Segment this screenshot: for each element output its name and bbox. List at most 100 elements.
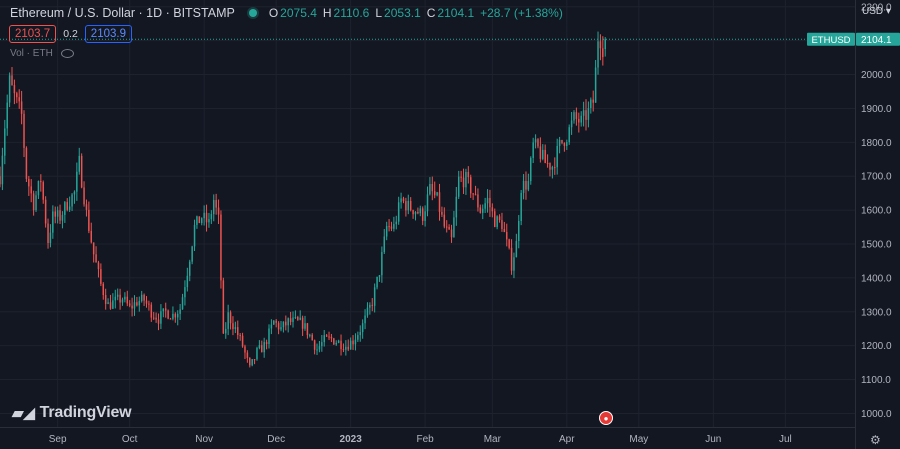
candle-body <box>35 195 37 211</box>
candle-body <box>25 147 28 179</box>
buy-button[interactable]: 2103.9 <box>84 25 132 43</box>
symbol-title[interactable]: Ethereum / U.S. Dollar · 1D · BITSTAMP <box>10 6 235 20</box>
candle-body <box>397 202 400 222</box>
gear-icon[interactable]: ⚙ <box>870 433 881 447</box>
candle-body <box>251 359 253 366</box>
candle-body <box>321 342 323 347</box>
y-tick-label: 2000.0 <box>861 70 892 81</box>
candle-body <box>227 312 229 329</box>
candle-body <box>64 202 66 215</box>
y-tick-label: 1700.0 <box>861 172 892 183</box>
candle-body <box>40 181 42 183</box>
candle-body <box>575 112 578 119</box>
candle-body <box>301 317 304 329</box>
eye-hidden-icon[interactable] <box>60 49 74 58</box>
candle-body <box>335 342 337 345</box>
candle-body <box>150 304 153 318</box>
candle-body <box>484 203 486 209</box>
candle-body <box>239 335 241 337</box>
candle-body <box>59 210 61 221</box>
x-tick-label: Jul <box>779 434 792 445</box>
candle-body <box>232 323 234 329</box>
candle-body <box>73 191 76 195</box>
candle-body <box>71 194 73 207</box>
y-tick-label: 1000.0 <box>861 409 892 420</box>
candle-body <box>265 342 268 345</box>
candle-body <box>109 302 112 309</box>
candle-body <box>124 296 126 300</box>
candle-body <box>169 318 172 320</box>
candle-body <box>445 226 448 228</box>
candle-body <box>213 200 215 215</box>
candle-body <box>573 112 575 121</box>
candle-body <box>407 200 410 211</box>
candle-body <box>515 241 518 258</box>
candle-body <box>597 41 599 68</box>
candle-body <box>438 192 441 212</box>
candle-body <box>313 340 316 350</box>
candle-body <box>112 300 114 309</box>
candle-body <box>371 304 374 306</box>
x-tick-label: Feb <box>416 434 434 445</box>
candle-body <box>462 177 465 188</box>
candle-body <box>217 207 220 215</box>
candle-body <box>602 48 604 58</box>
candle-body <box>78 155 81 172</box>
candle-body <box>263 342 265 353</box>
tradingview-logo[interactable]: ▰◢ TradingView <box>12 404 132 422</box>
candle-body <box>119 294 121 303</box>
currency-selector[interactable]: USD ▾ <box>862 6 891 17</box>
candle-body <box>421 208 424 221</box>
candle-body <box>402 198 405 202</box>
sell-button[interactable]: 2103.7 <box>9 25 57 43</box>
candle-body <box>455 196 458 218</box>
candle-body <box>328 336 330 338</box>
candle-body <box>436 192 438 196</box>
candle-body <box>431 183 434 192</box>
x-tick-label: 2023 <box>340 434 363 445</box>
candle-body <box>160 311 162 324</box>
candle-body <box>354 339 357 345</box>
y-tick-label: 2200.0 <box>861 2 892 13</box>
candle-body <box>121 299 124 303</box>
candle-body <box>44 199 47 224</box>
x-tick-label: Nov <box>195 434 213 445</box>
candle-body <box>297 317 299 320</box>
candle-body <box>409 200 412 211</box>
candle-body <box>498 216 501 221</box>
candle-body <box>561 139 563 143</box>
candle-body <box>128 303 131 306</box>
candle-body <box>585 110 587 120</box>
volume-legend[interactable]: Vol · ETH <box>10 48 74 59</box>
candle-body <box>241 335 244 347</box>
candle-body <box>546 163 549 165</box>
high-key: H <box>322 6 332 20</box>
candle-body <box>179 309 181 314</box>
candle-body <box>503 228 506 233</box>
candle-body <box>174 313 177 318</box>
candle-body <box>381 252 383 276</box>
candle-body <box>304 323 306 329</box>
candle-body <box>582 110 585 116</box>
us-event-flag-icon[interactable]: ● <box>599 411 613 425</box>
candle-body <box>554 167 556 169</box>
candle-body <box>530 157 532 182</box>
market-open-icon <box>248 9 257 17</box>
brand-name: TradingView <box>39 404 132 421</box>
candle-body <box>467 171 470 178</box>
candle-body <box>450 229 453 238</box>
candle-body <box>342 349 345 351</box>
candle-body <box>220 214 222 281</box>
candle-body <box>424 211 426 221</box>
candle-body <box>49 232 52 244</box>
candle-body <box>570 120 573 128</box>
candle-body <box>474 194 477 196</box>
candle-body <box>306 323 309 336</box>
candle-body <box>186 275 189 288</box>
candle-body <box>479 207 482 213</box>
change-value: +28.7 (+1.38%) <box>480 6 563 20</box>
candle-body <box>229 312 232 324</box>
candle-body <box>325 335 328 337</box>
candle-body <box>369 304 371 308</box>
